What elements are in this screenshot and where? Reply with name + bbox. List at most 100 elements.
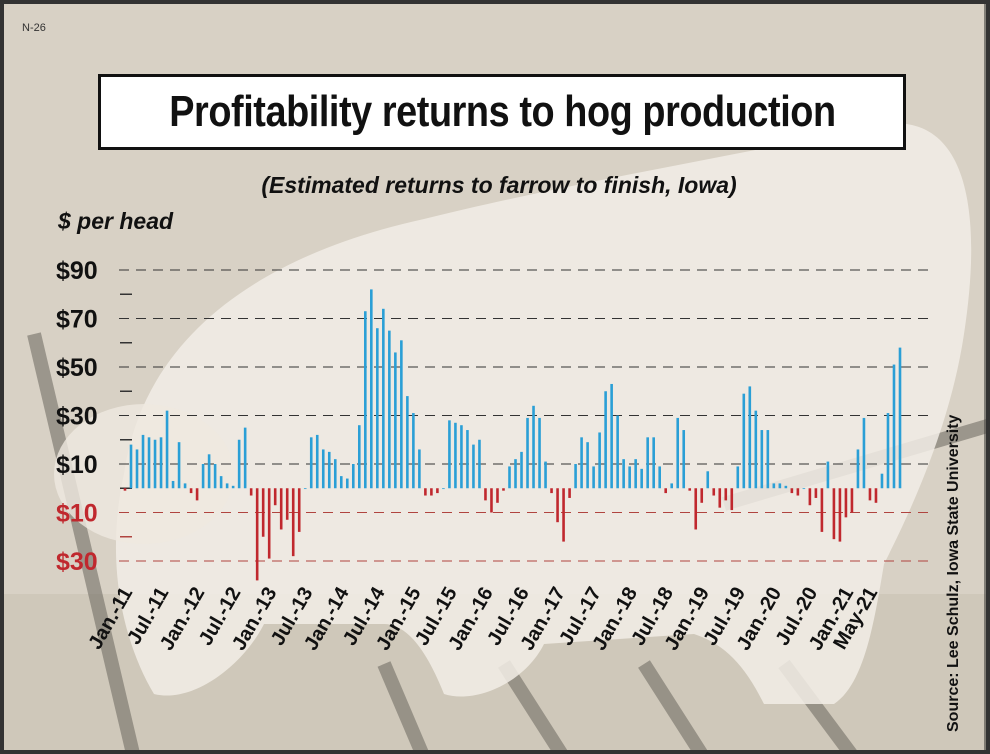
bar [303,488,307,490]
bar [309,437,313,489]
bar [400,340,403,489]
bar [165,410,169,489]
bar [580,437,583,489]
bar [327,451,331,489]
bar [484,488,487,501]
y-axis-label: $ per head [58,208,174,234]
bar [237,439,241,489]
bar [886,413,890,489]
bar [351,464,355,489]
bar [862,417,866,489]
bar [502,488,505,491]
y-tick-label: $70 [56,306,98,334]
bar [760,430,764,489]
bar [496,488,499,503]
bar [255,488,259,581]
bar [171,480,175,489]
bar [694,488,698,530]
bar [868,488,872,501]
bar [141,434,145,489]
title-box: Profitability returns to hog production [98,74,906,150]
bar [688,488,692,491]
bar [832,488,836,540]
bar [544,461,547,489]
bar [604,391,607,489]
y-tick-label: $50 [56,354,98,382]
bar [670,483,674,489]
bar [376,328,379,489]
bar [279,488,283,530]
bar [706,471,710,489]
y-tick-label: $10 [56,451,98,479]
y-tick-label: $10 [56,500,98,528]
bar [592,466,595,489]
bar [213,464,217,489]
bar [610,383,613,489]
bar [874,488,878,503]
bar [339,476,343,489]
bar [598,432,601,489]
bar [520,451,523,489]
bar [231,485,235,489]
bar [147,437,151,489]
bar [430,488,433,496]
bar [814,488,818,498]
bar [321,449,325,489]
bar [273,488,277,506]
bar [436,488,439,494]
bar [664,488,667,494]
bar [454,422,457,489]
bar [880,473,884,489]
bar-chart: $90$70$50$30$10$10$30Jan.-11Jul.-11Jan.-… [56,257,929,654]
bar [370,289,373,489]
bar [201,464,205,489]
bar [586,442,589,489]
bar [291,488,295,557]
chart-subtitle: (Estimated returns to farrow to finish, … [261,172,737,198]
bar [195,488,199,501]
bar [634,459,637,489]
bar [189,488,193,494]
bar [285,488,289,520]
bar [490,488,493,513]
bar [898,347,902,489]
bar [478,439,481,489]
figure-code: N-26 [22,22,46,34]
bar [820,488,824,532]
bar [766,430,770,489]
bar [778,483,782,489]
bar [472,444,475,489]
bar [406,396,409,489]
bar [742,393,746,489]
bar [412,413,415,489]
bar [622,459,625,489]
bar [460,425,463,489]
bar [682,430,686,489]
bar [736,466,740,489]
bar [826,461,830,489]
source-note: Source: Lee Schulz, Iowa State Universit… [945,414,962,732]
bar [364,311,367,489]
bar [712,488,716,496]
bar [892,364,896,489]
bar [676,417,680,489]
bar [790,488,794,494]
bar [754,410,758,489]
bar [652,437,655,489]
bar [159,437,163,489]
bar [808,488,812,506]
bar [844,488,848,518]
bar [640,468,643,489]
bar [153,439,157,489]
bar [225,483,229,489]
bar [796,488,800,496]
bar [177,442,181,489]
bar [129,444,133,489]
bar [628,466,631,489]
y-tick-label: $30 [56,548,98,576]
bar [700,488,704,503]
bar [135,449,139,489]
bar [718,488,722,508]
bar [267,488,271,559]
